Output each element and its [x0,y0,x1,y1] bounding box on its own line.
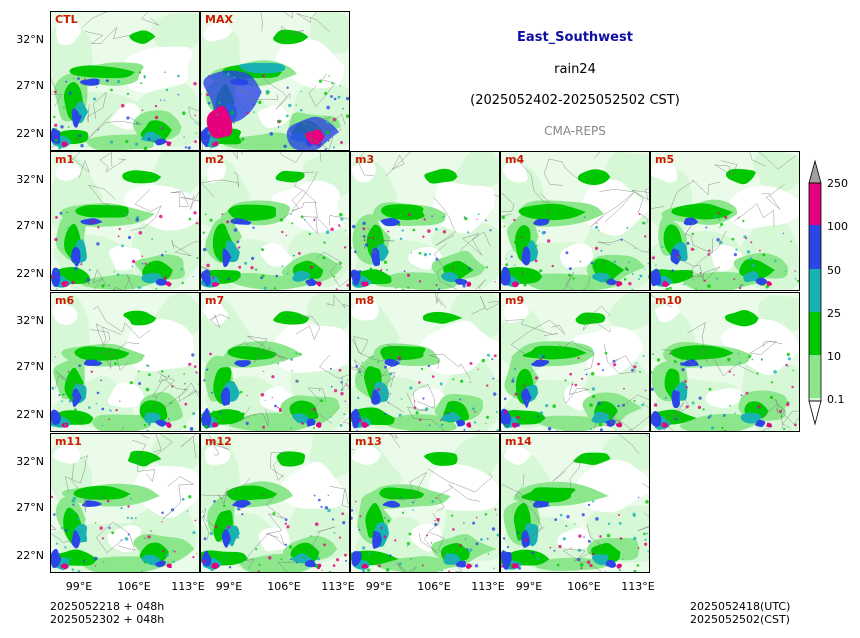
colorbar-segment-50 [809,269,821,312]
init-time-utc: 2025052218 + 048h [50,600,165,613]
map-panel-max: MAX [200,11,350,151]
init-time-cst: 2025052302 + 048h [50,613,165,626]
latitude-tick-label: 32°N [16,314,44,327]
variable-title: rain24 [554,62,596,77]
map-panel-m6: m6 [50,292,200,432]
panel-label: m8 [355,294,375,307]
longitude-tick-label: 113°E [621,580,655,593]
latitude-tick-label: 32°N [16,173,44,186]
longitude-tick-label: 106°E [567,580,601,593]
longitude-tick-label: 99°E [365,580,393,593]
longitude-tick-label: 106°E [117,580,151,593]
panel-label: m5 [655,153,675,166]
colorbar-label-0.1: 0.1 [827,393,845,406]
panel-label: m11 [55,435,82,448]
panel-label: m14 [505,435,532,448]
colorbar-segment-0.1 [809,398,821,401]
valid-time-cst: 2025052502(CST) [690,613,790,626]
latitude-tick-label: 27°N [16,219,44,232]
longitude-tick-label: 106°E [417,580,451,593]
map-panel-m11: m11 [50,433,200,573]
latitude-tick-label: 22°N [16,549,44,562]
colorbar-label-10: 10 [827,350,841,363]
colorbar-segment-25 [809,312,821,355]
latitude-tick-label: 22°N [16,267,44,280]
map-panel-m9: m9 [500,292,650,432]
colorbar-segment-10 [809,355,821,398]
map-panel-m12: m12 [200,433,350,573]
panel-label: m1 [55,153,75,166]
longitude-tick-label: 113°E [321,580,355,593]
latitude-tick-label: 32°N [16,33,44,46]
panel-label: m13 [355,435,382,448]
colorbar-segment-100 [809,225,821,269]
period-title: (2025052402-2025052502 CST) [470,93,680,108]
longitude-tick-label: 99°E [515,580,543,593]
map-panel-m1: m1 [50,151,200,291]
map-panel-m13: m13 [350,433,500,573]
map-panel-ctl: CTL [50,11,200,151]
longitude-tick-label: 113°E [171,580,205,593]
map-panel-m10: m10 [650,292,800,432]
map-panel-m5: m5 [650,151,800,291]
valid-time-utc: 2025052418(UTC) [690,600,791,613]
map-panel-m7: m7 [200,292,350,432]
colorbar-label-250: 250 [827,177,848,190]
longitude-tick-label: 99°E [215,580,243,593]
latitude-tick-label: 27°N [16,360,44,373]
panel-label: m6 [55,294,75,307]
panel-label: m3 [355,153,375,166]
latitude-tick-label: 27°N [16,501,44,514]
map-panel-m4: m4 [500,151,650,291]
panel-label: m10 [655,294,682,307]
map-panel-m14: m14 [500,433,650,573]
panel-label: m12 [205,435,232,448]
map-panel-m2: m2 [200,151,350,291]
model-title: CMA-REPS [544,124,606,138]
panel-label: CTL [55,13,78,26]
panel-label: m9 [505,294,525,307]
precipitation-colorbar [808,159,822,426]
colorbar-label-50: 50 [827,264,841,277]
longitude-tick-label: 99°E [65,580,93,593]
colorbar-label-100: 100 [827,220,848,233]
colorbar-top-arrow [808,159,822,184]
map-panel-m3: m3 [350,151,500,291]
panel-label: m4 [505,153,525,166]
panel-label: MAX [205,13,233,26]
longitude-tick-label: 113°E [471,580,505,593]
panel-label: m7 [205,294,225,307]
region-title: East_Southwest [517,30,633,45]
latitude-tick-label: 22°N [16,408,44,421]
colorbar-bottom-arrow [808,400,822,426]
colorbar-segment-250 [809,183,821,225]
longitude-tick-label: 106°E [267,580,301,593]
latitude-tick-label: 32°N [16,455,44,468]
map-panel-m8: m8 [350,292,500,432]
latitude-tick-label: 27°N [16,79,44,92]
colorbar-label-25: 25 [827,307,841,320]
latitude-tick-label: 22°N [16,127,44,140]
panel-label: m2 [205,153,225,166]
